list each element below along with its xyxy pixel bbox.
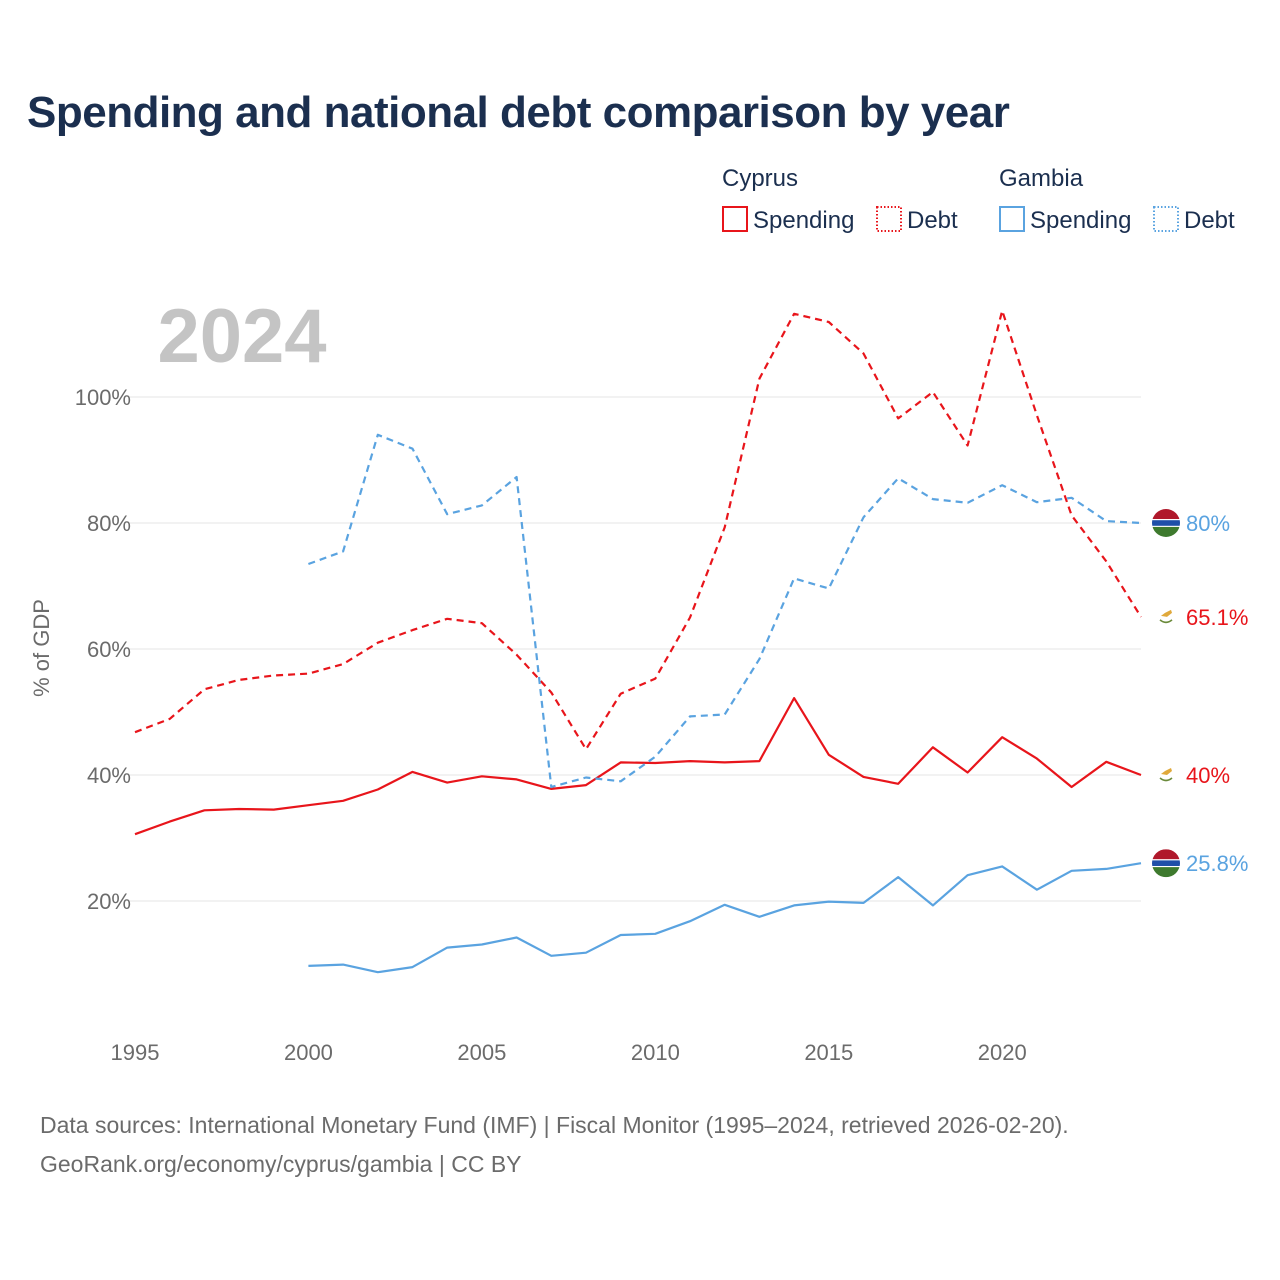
source-text: Data sources: International Monetary Fun…: [40, 1106, 1069, 1184]
legend-item-cyprus-debt: Debt: [876, 206, 958, 234]
legend-swatch: [876, 206, 902, 232]
y-tick-label: 40%: [87, 763, 131, 788]
y-tick-label: 20%: [87, 889, 131, 914]
cyprus-debt-line: [134, 309, 1142, 751]
end-value-label: 80%: [1186, 511, 1230, 536]
x-tick-label: 2000: [284, 1040, 333, 1065]
end-value-label: 40%: [1186, 763, 1230, 788]
source-link[interactable]: GeoRank.org/economy/cyprus/gambia | CC B…: [40, 1151, 522, 1177]
y-axis: 20% 40% 60% 80% 100%: [75, 385, 131, 914]
legend-item-gambia-spending: Spending: [999, 206, 1131, 234]
cyprus-spending-end-marker: 40%: [1157, 763, 1230, 788]
gambia-flag-icon: [1152, 509, 1180, 537]
end-markers: 40% 65.1% 25.8% 80%: [1152, 509, 1248, 878]
gambia-flag-icon: [1152, 849, 1180, 878]
legend-item-label: Debt: [907, 207, 958, 234]
legend: Cyprus Spending Debt Gambia Spending Debt: [722, 165, 1235, 234]
legend-item-label: Spending: [753, 207, 854, 234]
grid: [130, 396, 1141, 902]
year-label: 2024: [157, 294, 326, 379]
legend-swatch: [722, 206, 748, 232]
cyprus-flag-icon: [1157, 766, 1175, 784]
legend-item-label: Debt: [1184, 207, 1235, 234]
legend-item-cyprus-spending: Spending: [722, 206, 854, 234]
x-tick-label: 2010: [631, 1040, 680, 1065]
x-tick-label: 2020: [978, 1040, 1027, 1065]
end-value-label: 25.8%: [1186, 851, 1248, 876]
legend-group-gambia: Gambia Spending Debt: [999, 165, 1235, 234]
legend-swatch: [1153, 206, 1179, 232]
gambia-debt-line: [308, 433, 1142, 789]
legend-group-title: Cyprus: [722, 165, 798, 192]
cyprus-debt-end-marker: 65.1%: [1157, 605, 1248, 630]
source-line-1: Data sources: International Monetary Fun…: [40, 1112, 1069, 1138]
x-tick-label: 2015: [804, 1040, 853, 1065]
x-axis: 1995 2000 2005 2010 2015 2020: [111, 1040, 1027, 1065]
y-axis-title: % of GDP: [29, 599, 54, 697]
legend-swatch: [999, 206, 1025, 232]
cyprus-spending-line: [134, 696, 1142, 836]
x-tick-label: 2005: [457, 1040, 506, 1065]
x-tick-label: 1995: [111, 1040, 160, 1065]
y-tick-label: 100%: [75, 385, 131, 410]
y-tick-label: 60%: [87, 637, 131, 662]
gambia-spending-end-marker: 25.8%: [1152, 849, 1248, 878]
legend-group-title: Gambia: [999, 165, 1084, 192]
gambia-debt-end-marker: 80%: [1152, 509, 1230, 537]
series-lines: [134, 309, 1142, 974]
end-value-label: 65.1%: [1186, 605, 1248, 630]
legend-group-cyprus: Cyprus Spending Debt: [722, 165, 958, 234]
legend-item-gambia-debt: Debt: [1153, 206, 1235, 234]
gambia-spending-line: [308, 862, 1142, 974]
legend-item-label: Spending: [1030, 207, 1131, 234]
cyprus-flag-icon: [1157, 607, 1175, 626]
y-tick-label: 80%: [87, 511, 131, 536]
chart-title: Spending and national debt comparison by…: [27, 88, 1010, 137]
